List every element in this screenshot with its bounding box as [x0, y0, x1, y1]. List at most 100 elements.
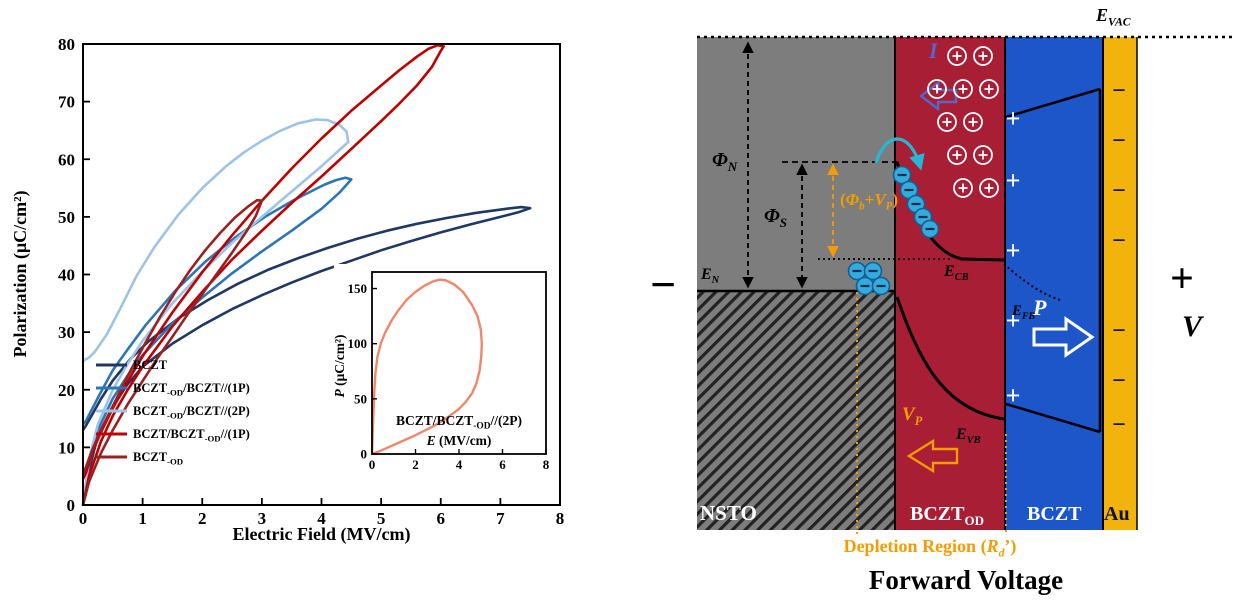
x-tick-label: 2 [198, 509, 207, 528]
vp-arrow [906, 438, 959, 474]
legend-label: BCZT-OD/BCZT//(2P) [133, 404, 250, 421]
positive-charge-icon [947, 46, 967, 66]
electron-icon [871, 276, 891, 296]
positive-charge-icon [953, 178, 973, 198]
nsto-bulk-hatched [697, 291, 895, 530]
inset-y-tick-label: 100 [348, 336, 368, 351]
x-tick-label: 1 [138, 509, 147, 528]
electron-icon [892, 165, 912, 185]
y-tick-label: 80 [58, 35, 75, 54]
x-tick-label: 4 [317, 509, 326, 528]
bczt-od-label: BCZTOD [910, 503, 984, 528]
y-axis-label: Polarization (μC/cm²) [10, 190, 31, 357]
polarization-label: P [1033, 295, 1047, 320]
x-axis-label: Electric Field (MV/cm) [233, 524, 411, 545]
series-bczt_od_1p [81, 43, 445, 506]
voltage-label: V [1182, 310, 1203, 343]
bound-charge-minus: − [1112, 78, 1126, 104]
en-label: EN [701, 266, 720, 287]
diagram-charges-layer: + + + + + − − − − − − − [847, 46, 1126, 438]
inset-y-tick-label: 50 [354, 391, 367, 406]
electron-icon [920, 219, 940, 239]
bound-charge-plus: + [1006, 306, 1021, 335]
negative-terminal: − [650, 259, 677, 310]
forward-voltage-title: Forward Voltage [868, 565, 1064, 595]
series-bczt [81, 205, 532, 506]
x-tick-label: 6 [437, 509, 446, 528]
depletion-region-label: Depletion Region (Rd’) [843, 536, 1017, 560]
y-tick-label: 20 [58, 381, 75, 400]
bound-charge-plus: + [1006, 236, 1021, 265]
inset-background [334, 264, 554, 484]
bound-charge-plus: + [1006, 104, 1021, 133]
electron-icon [899, 180, 919, 200]
y-tick-label: 60 [58, 150, 75, 169]
positive-charge-icon [953, 79, 973, 99]
positive-charge-icon [979, 178, 999, 198]
bczt-od-region [895, 37, 1005, 530]
legend-label: BCZT/BCZT-OD//(1P) [133, 427, 250, 444]
y-tick-label: 50 [58, 208, 75, 227]
evac-label: EVAC [1096, 5, 1131, 29]
inset-series [370, 278, 483, 456]
au-label: Au [1104, 503, 1130, 525]
phi-b-plus-vp-label: (Φb+VP) [840, 190, 899, 213]
inset-y-tick-label: 150 [348, 281, 368, 296]
valence-band-curve [895, 296, 1005, 421]
positive-charge-icon [979, 79, 999, 99]
inset-title: BCZT/BCZT-OD//(2P) [396, 413, 522, 432]
inset-x-tick-label: 8 [543, 457, 550, 472]
p-arrow [1032, 316, 1095, 358]
bound-charge-plus: + [1006, 166, 1021, 195]
efb-label: EFB [1012, 303, 1036, 322]
phi-s-label: ΦS [764, 205, 788, 230]
positive-terminal: + [1170, 256, 1194, 302]
positive-charge-icon [937, 112, 957, 132]
positive-charge-icon [973, 46, 993, 66]
positive-charge-icon [927, 79, 947, 99]
x-tick-label: 3 [258, 509, 267, 528]
x-tick-label: 5 [377, 509, 386, 528]
bound-charge-minus: − [1112, 368, 1126, 394]
bound-charge-minus: − [1112, 178, 1126, 204]
inset-x-axis-label: E (MV/cm) [426, 433, 492, 448]
electron-icon [863, 261, 883, 281]
bczt-region [1005, 37, 1103, 530]
inset-x-tick-label: 0 [369, 457, 376, 472]
positive-charge-icon [963, 112, 983, 132]
x-tick-label: 8 [556, 509, 565, 528]
legend: BCZT BCZT-OD/BCZT//(1P) BCZT-OD/BCZT//(2P)… [96, 358, 250, 467]
x-tick-label: 7 [496, 509, 505, 528]
legend-label: BCZT-OD [133, 450, 183, 467]
inset-x-tick-label: 4 [456, 457, 463, 472]
inset-y-axis-label: P (μC/cm²) [332, 334, 347, 397]
inset-x-tick-label: 2 [412, 457, 419, 472]
bound-charge-plus: + [1006, 381, 1021, 410]
electron-injection-arrow [874, 137, 925, 171]
electron-icon [855, 276, 875, 296]
positive-charge-icon [947, 145, 967, 165]
nsto-label: NSTO [700, 501, 757, 525]
bczt-band-lines [1005, 87, 1102, 434]
bczt-label: BCZT [1027, 503, 1082, 525]
current-label: I [929, 38, 938, 63]
series-od_bczt_1p [81, 176, 353, 506]
y-tick-label: 10 [58, 438, 75, 457]
bound-charge-minus: − [1112, 228, 1126, 254]
series-od_bczt_2p [81, 118, 350, 506]
au-region [1103, 37, 1137, 530]
legend-label: BCZT-OD/BCZT//(1P) [133, 381, 250, 398]
ecb-label: ECB [944, 263, 969, 284]
y-tick-label: 40 [58, 266, 75, 285]
evb-label: EVB [956, 426, 981, 447]
bound-charge-minus: − [1112, 128, 1126, 154]
positive-charge-icon [973, 145, 993, 165]
fb-level-dotted-line [1003, 263, 1061, 301]
phi-n-label: ΦN [712, 149, 738, 174]
y-tick-label: 0 [67, 496, 76, 515]
series-bczt_od [81, 198, 264, 506]
